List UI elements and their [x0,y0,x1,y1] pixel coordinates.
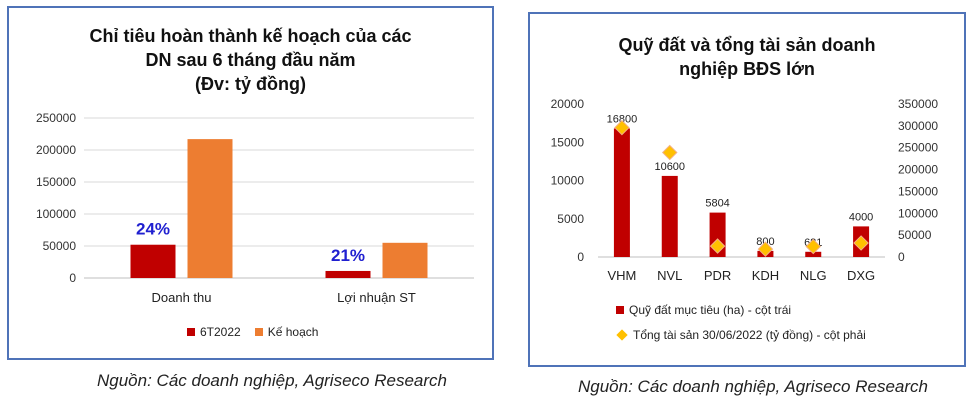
chart-panel-plan-completion: Chỉ tiêu hoàn thành kế hoạch của các DN … [7,6,494,360]
y-left-tick-label: 15000 [551,135,585,149]
diamond-marker [614,119,630,136]
legend-item-6t2022: 6T2022 [187,325,241,339]
x-tick-label: Lợi nhuận ST [337,290,416,305]
bar-chart-plan-completion: 0 50000 100000 150000 200000 250000 24% Doanh t… [36,111,474,305]
diamond-marker [757,241,774,257]
source-note-right: Nguồn: Các doanh nghiệp, Agriseco Resear… [578,377,928,396]
y-tick-label: 100000 [36,207,76,221]
y-tick-label: 250000 [36,111,76,125]
chart-legend: Quỹ đất mục tiêu (ha) - cột trái Tổng tà… [616,303,866,342]
bar-chart-land-bank: 0500010000150002000005000010000015000020… [551,97,939,283]
legend-label: 6T2022 [200,325,241,339]
legend-item-quy-dat: Quỹ đất mục tiêu (ha) - cột trái [616,303,866,317]
diamond-marker [709,238,726,254]
data-label-percent: 21% [331,246,365,265]
y-left-tick-label: 0 [577,250,584,264]
bar [613,128,630,257]
legend-item-ke-hoach: Kế hoạch [254,325,319,339]
legend-diamond-marker [616,329,628,341]
chart-title: Chỉ tiêu hoàn thành kế hoạch của các DN … [89,26,412,94]
y-right-tick-label: 350000 [898,97,938,111]
data-label: 16800 [607,113,638,125]
x-tick-label: KDH [752,268,779,283]
legend-label: Quỹ đất mục tiêu (ha) - cột trái [629,303,792,317]
y-right-tick-label: 50000 [898,228,932,242]
diamond-marker [853,235,869,251]
diamond-marker [805,238,822,255]
x-tick-label: VHM [607,268,636,283]
x-tick-label: NLG [800,268,827,283]
y-tick-label: 50000 [43,239,77,253]
legend-label: Tổng tài sản 30/06/2022 (tỷ đồng) - cột … [633,328,866,342]
y-left-tick-label: 10000 [551,174,585,188]
data-label: 4000 [849,211,873,223]
y-tick-label: 200000 [36,143,76,157]
chart-title: Quỹ đất và tổng tài sản doanh nghiệp BĐS… [618,35,876,79]
x-tick-label: NVL [657,268,682,283]
y-left-tick-label: 20000 [551,97,585,111]
legend-swatch [616,306,624,314]
bar [382,242,428,278]
y-tick-label: 150000 [36,175,76,189]
data-label: 10600 [654,161,685,173]
x-tick-label: PDR [704,268,731,283]
bar [187,139,233,278]
legend-label: Kế hoạch [267,325,319,339]
y-right-tick-label: 0 [898,250,905,264]
legend-swatch [254,328,263,336]
y-tick-label: 0 [69,271,76,285]
chart-legend: 6T2022 Kế hoạch [187,325,318,339]
legend-swatch [187,328,195,336]
x-tick-label: Doanh thu [152,290,212,305]
y-right-tick-label: 150000 [898,184,938,198]
y-right-tick-label: 300000 [898,119,938,133]
y-right-tick-label: 250000 [898,141,938,155]
y-left-tick-label: 5000 [557,212,584,226]
diamond-marker [661,144,678,161]
y-right-tick-label: 100000 [898,206,938,220]
bar [325,270,371,278]
data-label-percent: 24% [136,220,170,239]
source-note-left: Nguồn: Các doanh nghiệp, Agriseco Resear… [97,371,447,390]
chart-panel-land-bank: Quỹ đất và tổng tài sản doanh nghiệp BĐS… [528,12,966,367]
bar [130,244,176,278]
bar [661,175,678,257]
legend-item-tong-tai-san: Tổng tài sản 30/06/2022 (tỷ đồng) - cột … [616,328,866,342]
bar [805,251,822,257]
x-tick-label: DXG [847,268,875,283]
data-label: 5804 [705,198,729,210]
y-right-tick-label: 200000 [898,163,938,177]
